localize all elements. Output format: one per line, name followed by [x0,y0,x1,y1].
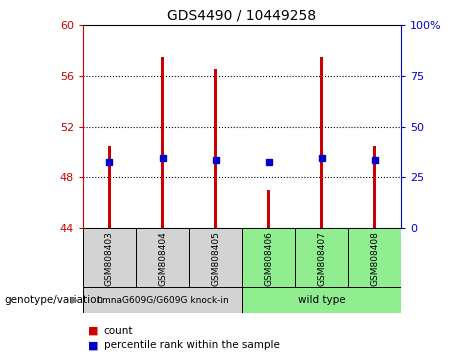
Bar [295,228,348,287]
Text: ■: ■ [88,340,98,350]
Bar [319,57,324,228]
Bar [348,228,401,287]
Text: percentile rank within the sample: percentile rank within the sample [104,340,280,350]
Text: ■: ■ [88,326,98,336]
Bar [189,228,242,287]
Bar [83,287,242,313]
Title: GDS4490 / 10449258: GDS4490 / 10449258 [167,8,317,22]
Bar [242,287,401,313]
Bar [107,145,112,228]
Text: GSM808404: GSM808404 [158,231,167,286]
Text: wild type: wild type [298,295,345,305]
Bar [242,228,295,287]
Bar [266,190,271,228]
Text: LmnaG609G/G609G knock-in: LmnaG609G/G609G knock-in [97,296,228,304]
Bar [213,69,218,228]
Bar [136,228,189,287]
Text: GSM808406: GSM808406 [264,231,273,286]
Text: GSM808403: GSM808403 [105,231,114,286]
Text: GSM808407: GSM808407 [317,231,326,286]
Bar [160,57,165,228]
Text: ▶: ▶ [71,295,79,305]
Text: GSM808408: GSM808408 [370,231,379,286]
Bar [83,228,136,287]
Text: genotype/variation: genotype/variation [5,295,104,305]
Text: count: count [104,326,133,336]
Bar [372,145,377,228]
Text: GSM808405: GSM808405 [211,231,220,286]
